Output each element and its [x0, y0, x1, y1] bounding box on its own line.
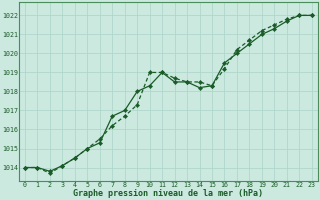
X-axis label: Graphe pression niveau de la mer (hPa): Graphe pression niveau de la mer (hPa): [73, 189, 263, 198]
